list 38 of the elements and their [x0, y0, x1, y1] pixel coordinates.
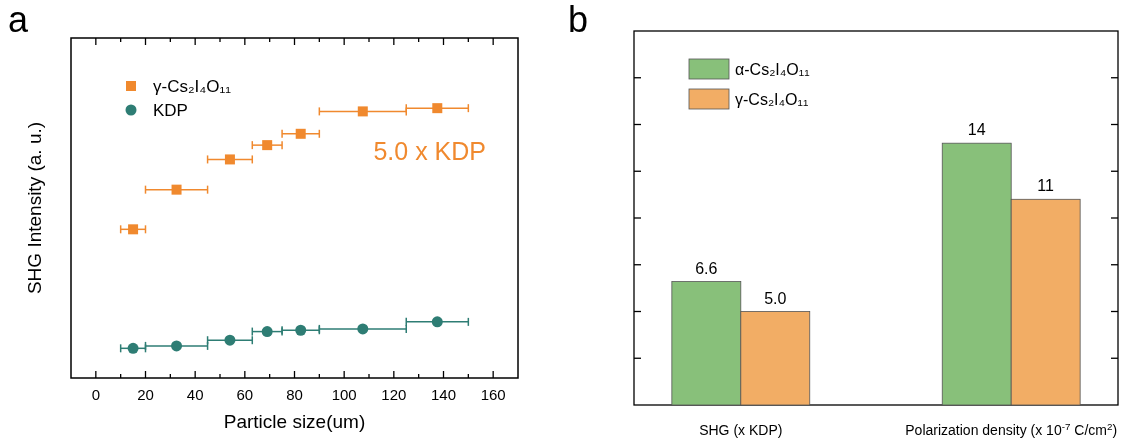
data-label: 5.0	[764, 289, 787, 307]
point	[357, 323, 369, 335]
data-label: 14	[967, 121, 986, 139]
chart-title: a	[8, 0, 29, 40]
x-tick-label: 40	[186, 386, 204, 403]
x-tick-label: Polarization density (x 10$^{-7}$ C/cm$^{2}$)	[905, 420, 1118, 438]
x-axis-title: Particle size(um)	[223, 411, 366, 432]
x-tick-label: 0	[91, 386, 101, 403]
x-tick-label: 120	[381, 386, 407, 403]
x-tick-label: 140	[430, 386, 457, 403]
point	[171, 184, 182, 195]
legend-label: γ-Cs₂I₄O₁₁	[153, 77, 232, 96]
legend-label: γ-Cs₂I₄O₁₁	[735, 91, 809, 108]
point	[127, 342, 139, 354]
point	[262, 140, 273, 151]
legend-label: KDP	[153, 101, 188, 120]
x-tick-label: 100	[331, 386, 357, 403]
point	[357, 106, 368, 117]
legend-label: α-Cs₂I₄O₁₁	[735, 61, 810, 78]
annotation: 5.0 x KDP	[373, 137, 486, 165]
point	[224, 154, 235, 165]
point	[224, 334, 236, 346]
x-tick-label: 20	[137, 386, 154, 403]
point	[261, 326, 273, 338]
x-tick-label: SHG (x KDP)	[699, 422, 783, 438]
x-tick-label: 80	[286, 386, 303, 403]
point	[432, 103, 443, 114]
point	[295, 324, 307, 336]
data-label: 11	[1037, 177, 1055, 195]
point	[171, 340, 183, 352]
x-tick-label: 60	[236, 386, 254, 403]
y-axis-title: SHG Intensity (a. u.)	[24, 121, 45, 295]
point	[295, 128, 306, 139]
point	[431, 316, 443, 328]
point	[128, 224, 139, 235]
x-tick-label: 160	[480, 386, 506, 403]
data-label: 6.6	[695, 259, 718, 277]
chart-title: b	[568, 0, 589, 40]
